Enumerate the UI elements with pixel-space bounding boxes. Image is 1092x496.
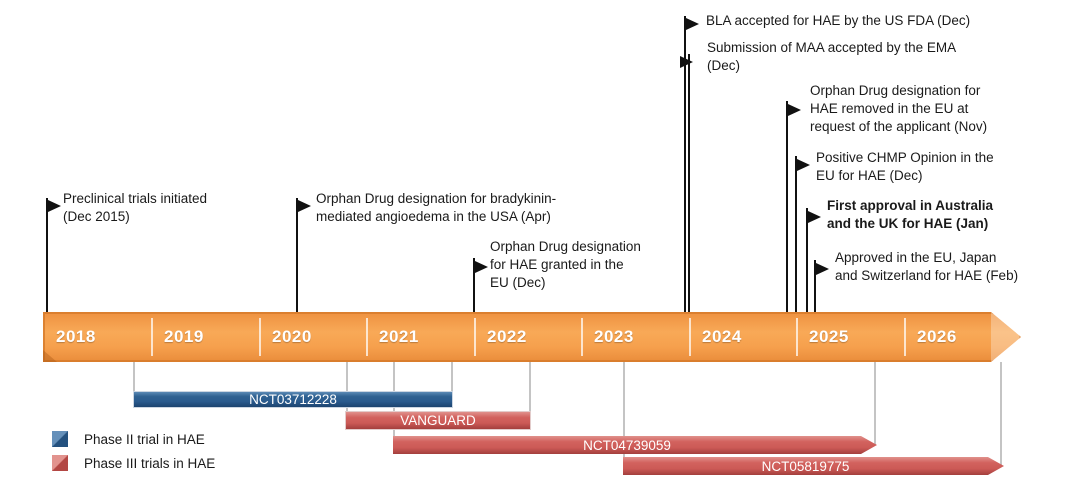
milestone-pole-approved	[814, 260, 816, 312]
milestone-pole-orphan-usa	[296, 198, 298, 312]
year-divider	[259, 318, 261, 356]
flag-icon-approved	[816, 263, 829, 275]
milestone-text-maa-ema: Submission of MAA accepted by the EMA (D…	[707, 40, 957, 73]
year-label-2022: 2022	[487, 327, 527, 346]
trial-bar-label: NCT05819775	[761, 458, 850, 474]
milestone-text-orphan-usa: Orphan Drug designation for bradykinin- …	[316, 191, 557, 224]
milestone-pole-first-approval	[806, 208, 808, 312]
milestone-pole-orphan-eu	[473, 258, 475, 312]
milestone-text-first-approval: First approval in Australia and the UK f…	[827, 198, 994, 231]
year-label-2025: 2025	[809, 327, 849, 346]
year-divider	[796, 318, 798, 356]
flag-icon-chmp-opinion	[797, 159, 810, 171]
milestone-text-orphan-eu: Orphan Drug designation for HAE granted …	[490, 239, 641, 290]
trial-bar-nct05819775: NCT05819775	[623, 457, 1004, 475]
year-divider	[689, 318, 691, 356]
phase3-swatch-icon	[52, 455, 68, 471]
milestone-text-approved: Approved in the EU, Japan and Switzerlan…	[835, 250, 1019, 283]
milestone-pole-preclinical	[46, 198, 48, 312]
connector-vanguard-start	[346, 362, 348, 411]
flag-icon-bla-fda	[686, 18, 699, 30]
connector-nct05819775-start	[623, 362, 625, 457]
phase2-swatch-icon	[52, 431, 68, 447]
year-divider	[151, 318, 153, 356]
year-label-2023: 2023	[594, 327, 634, 346]
legend-label-phase2: Phase II trial in HAE	[84, 431, 205, 447]
milestone-text-preclinical: Preclinical trials initiated (Dec 2015)	[63, 191, 208, 224]
year-label-2020: 2020	[272, 327, 312, 346]
trial-bar-label: VANGUARD	[400, 413, 476, 428]
trial-bar-label: NCT03712228	[249, 392, 337, 407]
year-label-2021: 2021	[379, 327, 419, 346]
connector-vanguard-end	[529, 362, 531, 411]
trial-bar-vanguard: VANGUARD	[345, 411, 531, 430]
flag-icon-orphan-usa	[298, 200, 311, 212]
milestone-text-orphan-removed: Orphan Drug designation for HAE removed …	[810, 83, 988, 134]
milestone-pole-bla-fda	[684, 16, 686, 312]
year-divider	[904, 318, 906, 356]
milestone-pole-chmp-opinion	[795, 156, 797, 312]
legend-label-phase3: Phase III trials in HAE	[84, 455, 216, 471]
connector-nct04739059-end	[874, 362, 876, 445]
flag-icon-orphan-removed	[788, 104, 801, 116]
legend-item-phase3: Phase III trials in HAE	[52, 455, 215, 471]
milestone-text-chmp-opinion: Positive CHMP Opinion in the EU for HAE …	[816, 150, 994, 183]
year-label-2024: 2024	[702, 327, 742, 346]
legend-item-phase2: Phase II trial in HAE	[52, 431, 205, 447]
year-label-2026: 2026	[917, 327, 957, 346]
trial-bar-nct03712228: NCT03712228	[133, 391, 453, 408]
trial-bar-label: NCT04739059	[583, 437, 671, 453]
milestone-pole-orphan-removed	[786, 101, 788, 312]
flag-icon-preclinical	[48, 200, 61, 212]
year-label-2019: 2019	[164, 327, 204, 346]
connector-nct03712228-end	[451, 362, 453, 391]
timeline-arrow-tip	[991, 312, 1021, 362]
year-divider	[474, 318, 476, 356]
flag-icon-maa-ema	[680, 56, 693, 68]
timeline-bar: 2018 2019 2020 2021 2022 2023 2024 2025 …	[43, 312, 1021, 362]
timeline-left-fold	[43, 350, 57, 362]
connector-nct05819775-end	[1000, 362, 1002, 466]
year-divider	[581, 318, 583, 356]
year-divider	[366, 318, 368, 356]
trial-bar-nct04739059: NCT04739059	[393, 436, 877, 454]
milestone-pole-maa-ema	[688, 54, 690, 312]
milestone-text-bla-fda: BLA accepted for HAE by the US FDA (Dec)	[706, 13, 971, 28]
year-label-2018: 2018	[56, 327, 96, 346]
flag-icon-first-approval	[808, 211, 821, 223]
flag-icon-orphan-eu	[475, 261, 488, 273]
connector-nct03712228-start	[133, 362, 135, 391]
